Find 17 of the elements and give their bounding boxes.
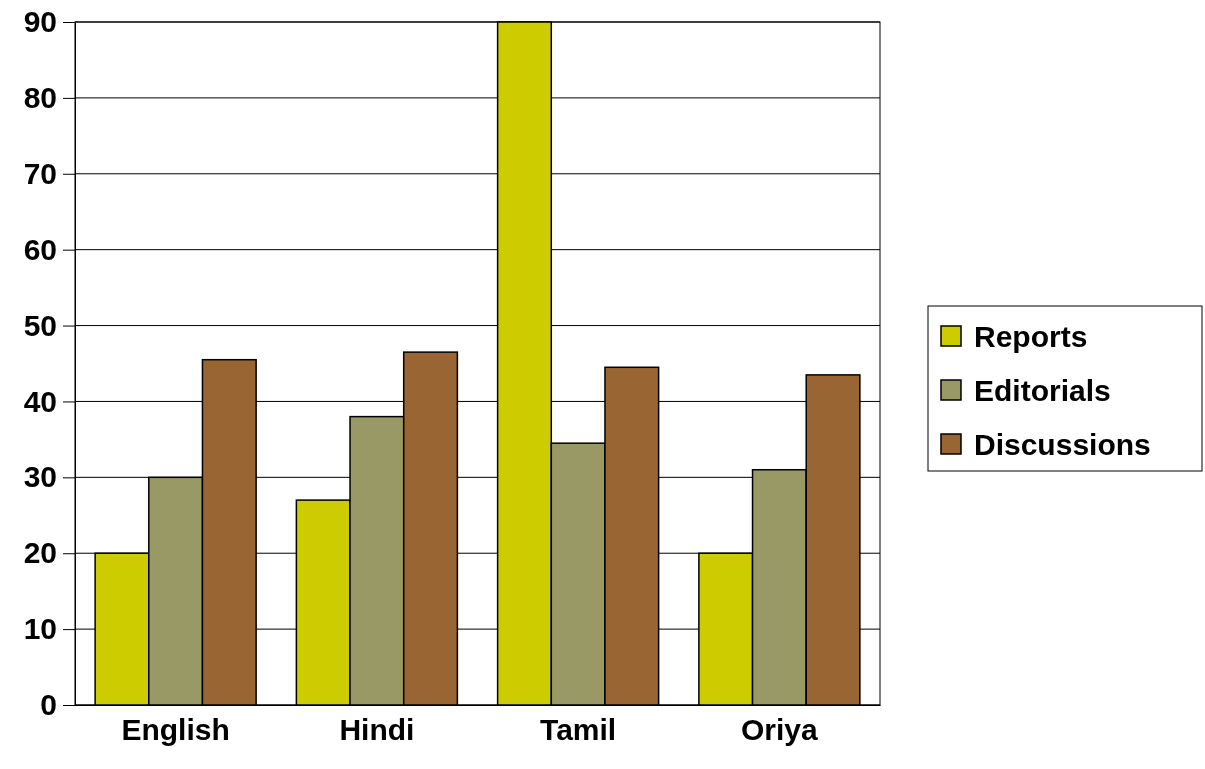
y-tick-label: 90 [23, 5, 57, 39]
legend-label: Editorials [974, 374, 1111, 407]
y-tick-label: 60 [23, 232, 57, 266]
x-tick-label: Oriya [741, 713, 819, 747]
y-tick-label: 50 [23, 308, 57, 342]
y-tick-label: 40 [23, 384, 57, 418]
y-tick-label: 20 [23, 536, 57, 570]
y-tick-label: 0 [40, 688, 57, 722]
y-tick-label: 70 [23, 156, 57, 190]
x-tick-label: Hindi [339, 713, 415, 747]
legend-label: Reports [974, 320, 1088, 353]
x-tick-label: English [121, 713, 230, 747]
y-tick-label: 10 [23, 612, 57, 646]
x-tick-label: Tamil [540, 713, 617, 747]
y-tick-label: 80 [23, 80, 57, 114]
y-tick-label: 30 [23, 460, 57, 494]
legend-label: Discussions [974, 428, 1151, 461]
